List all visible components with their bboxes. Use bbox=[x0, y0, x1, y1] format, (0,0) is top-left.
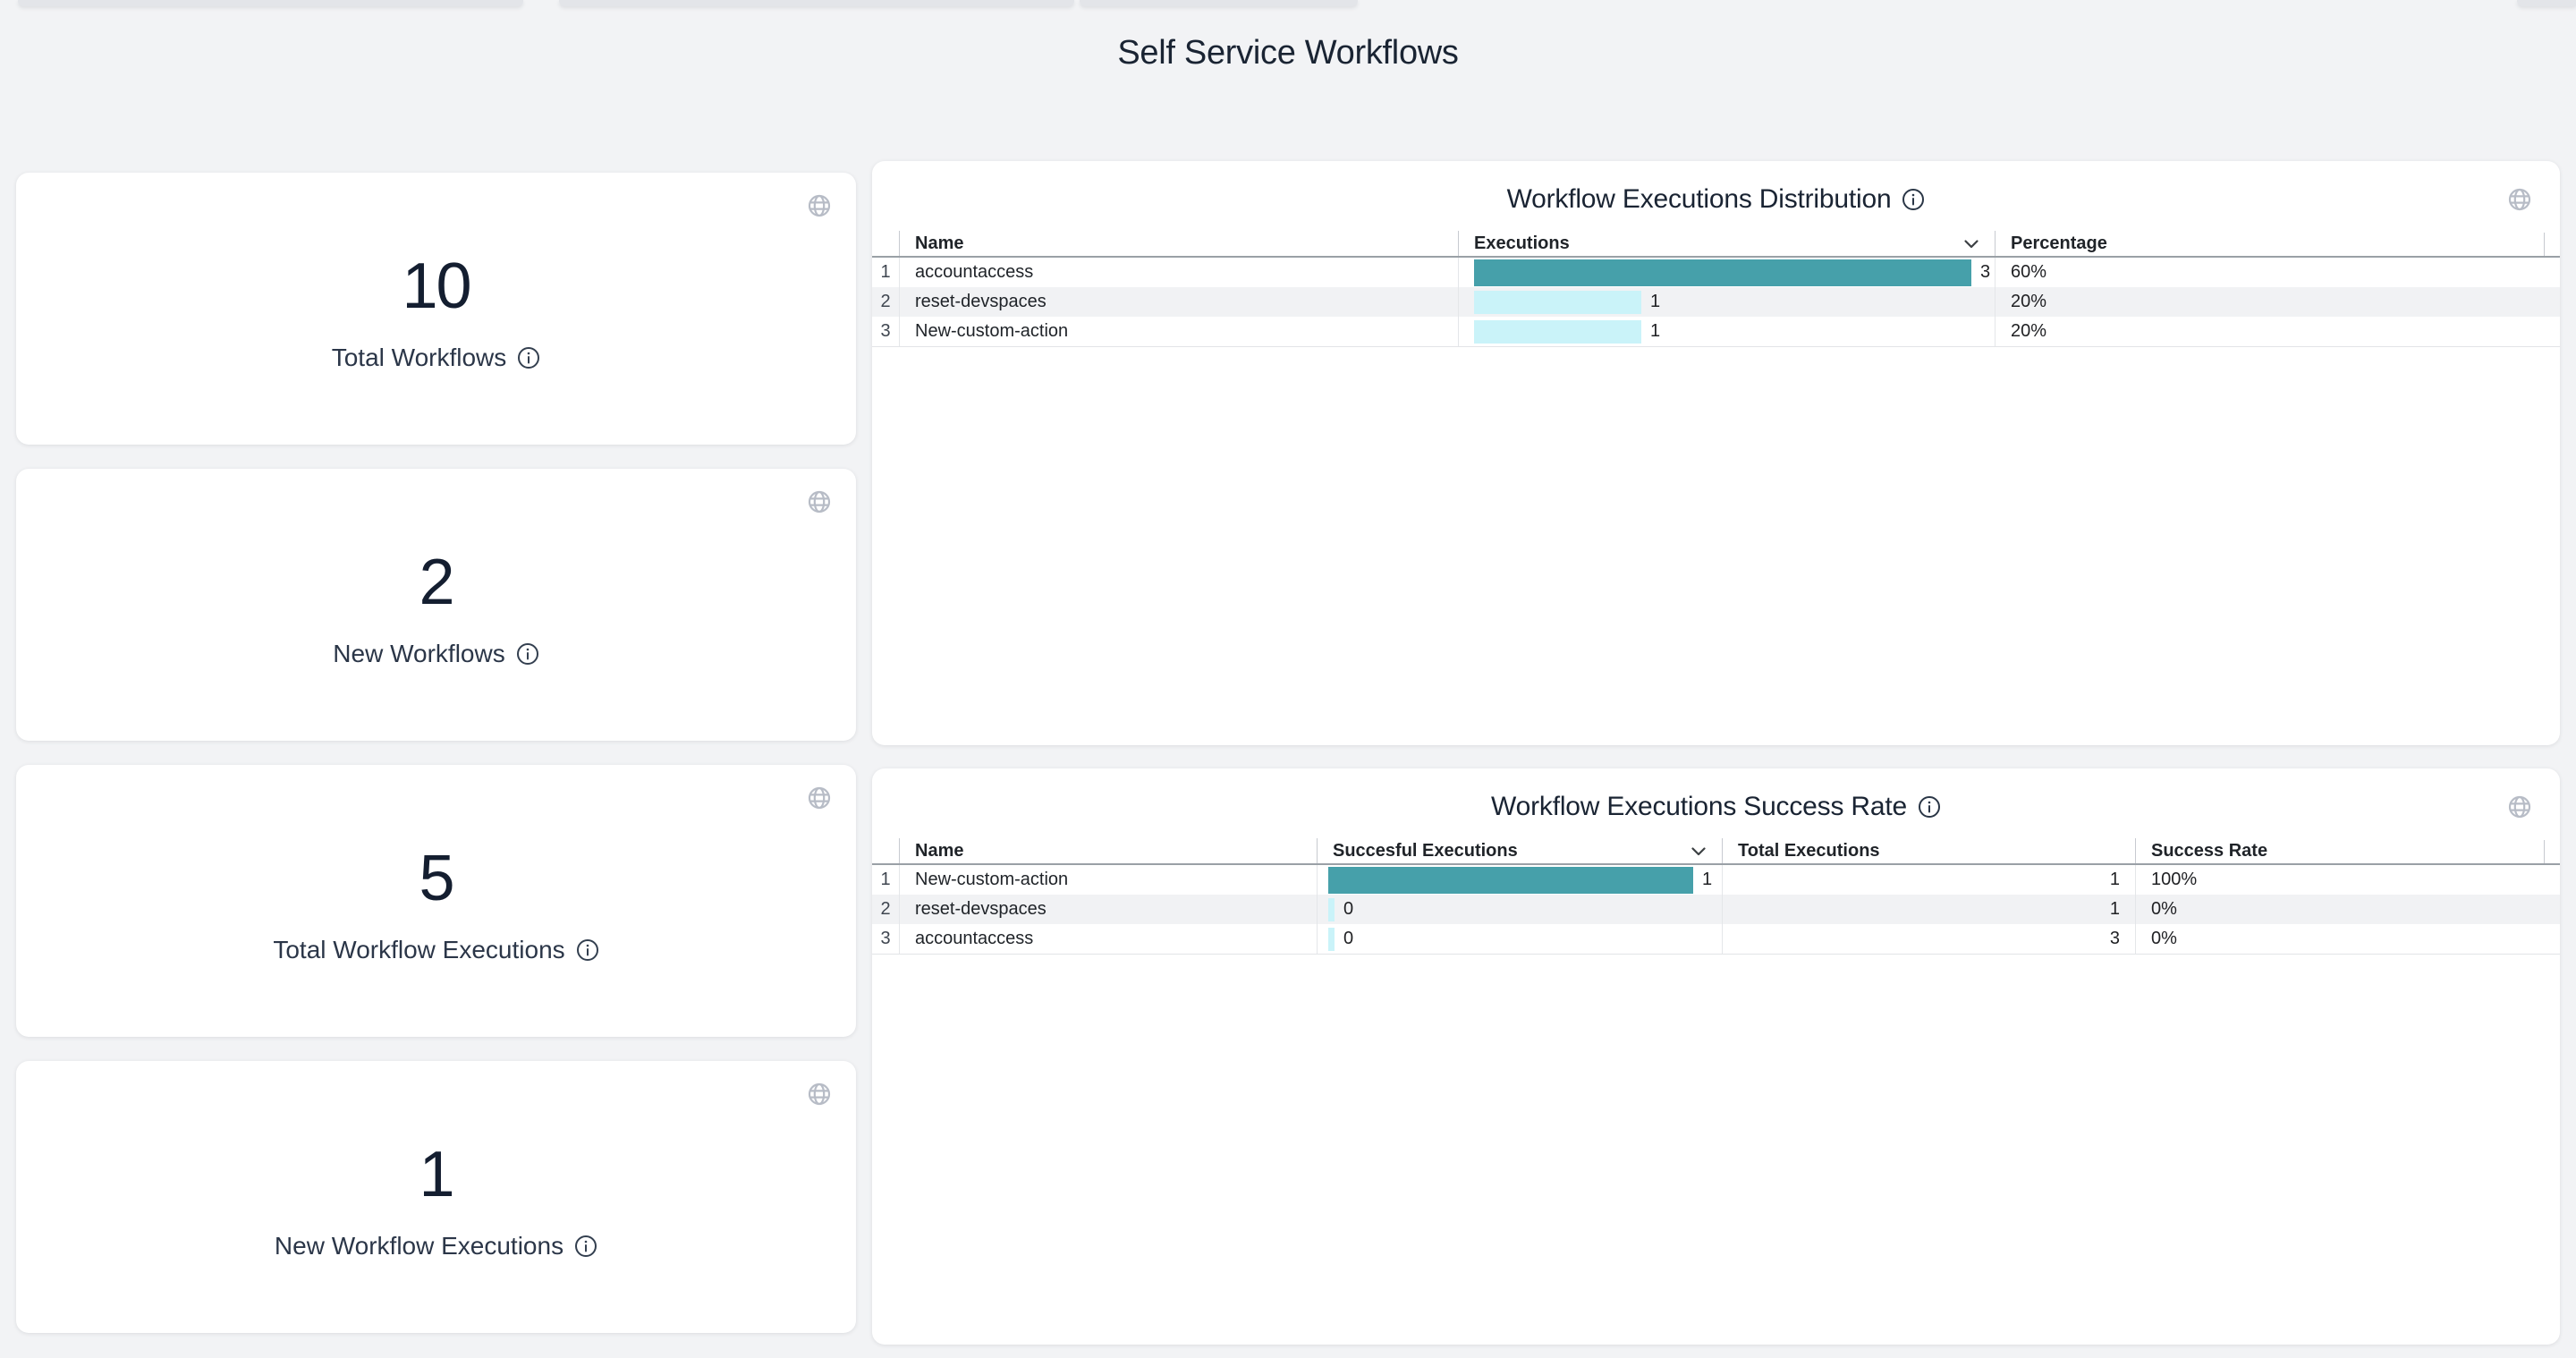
header-successful-executions-sort[interactable]: Succesful Executions bbox=[1317, 838, 1722, 863]
globe-icon[interactable] bbox=[806, 785, 833, 811]
globe-icon[interactable] bbox=[806, 488, 833, 515]
header-name: Name bbox=[899, 838, 1317, 863]
globe-icon[interactable] bbox=[806, 192, 833, 219]
row-name: New-custom-action bbox=[899, 317, 1458, 346]
row-name: accountaccess bbox=[899, 924, 1317, 954]
header-total-executions: Total Executions bbox=[1722, 838, 2135, 863]
row-name: reset-devspaces bbox=[899, 287, 1458, 317]
stat-label: Total Workflows bbox=[331, 344, 507, 371]
execution-bar bbox=[1474, 290, 1641, 314]
row-success-rate: 100% bbox=[2135, 865, 2560, 895]
stat-label: New Workflows bbox=[333, 640, 505, 667]
row-total-executions: 3 bbox=[1722, 924, 2135, 954]
table-row: 1 New-custom-action 1 1 100% bbox=[872, 865, 2560, 895]
info-icon[interactable] bbox=[517, 346, 540, 369]
row-name: reset-devspaces bbox=[899, 895, 1317, 924]
stat-value: 1 bbox=[419, 1139, 454, 1210]
row-name: accountaccess bbox=[899, 258, 1458, 287]
row-percentage: 20% bbox=[1995, 287, 2560, 317]
top-cutoff-card-1 bbox=[18, 0, 523, 6]
top-cutoff-card-4 bbox=[2517, 0, 2576, 6]
row-success-rate: 0% bbox=[2135, 895, 2560, 924]
stat-card-total-workflows: 10 Total Workflows bbox=[16, 173, 856, 445]
header-percentage: Percentage bbox=[1995, 231, 2560, 256]
stat-value: 5 bbox=[419, 843, 454, 914]
table-row: 2 reset-devspaces 1 20% bbox=[872, 287, 2560, 317]
execution-bar bbox=[1474, 319, 1641, 344]
table-row: 3 accountaccess 0 3 0% bbox=[872, 924, 2560, 954]
top-cutoff-card-2 bbox=[559, 0, 1074, 6]
success-bar bbox=[1328, 866, 1693, 894]
stat-label: Total Workflow Executions bbox=[273, 936, 565, 963]
stat-label: New Workflow Executions bbox=[274, 1232, 564, 1260]
stat-card-new-workflow-executions: 1 New Workflow Executions bbox=[16, 1061, 856, 1333]
panels-column: Workflow Executions Distribution Name Ex… bbox=[872, 161, 2560, 1345]
info-icon[interactable] bbox=[574, 1235, 597, 1258]
distribution-table: Name Executions Percentage 1 accountacce… bbox=[872, 231, 2560, 347]
execution-bar bbox=[1474, 259, 1971, 286]
stat-card-new-workflows: 2 New Workflows bbox=[16, 469, 856, 741]
stat-value: 2 bbox=[419, 547, 454, 618]
bar-value: 0 bbox=[1343, 929, 1354, 948]
row-total-executions: 1 bbox=[1722, 865, 2135, 895]
info-icon[interactable] bbox=[516, 642, 539, 666]
panel-executions-distribution: Workflow Executions Distribution Name Ex… bbox=[872, 161, 2560, 745]
bar-value: 1 bbox=[1702, 870, 1713, 889]
chevron-down-icon bbox=[1688, 840, 1709, 861]
row-total-executions: 1 bbox=[1722, 895, 2135, 924]
row-percentage: 20% bbox=[1995, 317, 2560, 346]
bar-value: 1 bbox=[1650, 292, 1661, 311]
panel-executions-success-rate: Workflow Executions Success Rate Name Su… bbox=[872, 768, 2560, 1345]
globe-icon[interactable] bbox=[806, 1081, 833, 1108]
stats-column: 10 Total Workflows 2 New Workflows bbox=[16, 173, 856, 1357]
success-bar bbox=[1328, 897, 1335, 921]
header-name: Name bbox=[899, 231, 1458, 256]
globe-icon[interactable] bbox=[2506, 794, 2533, 820]
table-header-row: Name Executions Percentage bbox=[872, 231, 2560, 258]
table-row: 3 New-custom-action 1 20% bbox=[872, 317, 2560, 346]
stat-value: 10 bbox=[402, 250, 471, 322]
globe-icon[interactable] bbox=[2506, 186, 2533, 213]
info-icon[interactable] bbox=[576, 938, 599, 962]
panel-title: Workflow Executions Success Rate bbox=[1491, 792, 1907, 821]
row-percentage: 60% bbox=[1995, 258, 2560, 287]
header-executions-sort[interactable]: Executions bbox=[1458, 231, 1995, 256]
header-success-rate: Success Rate bbox=[2135, 838, 2560, 863]
bar-value: 0 bbox=[1343, 899, 1354, 919]
page-title: Self Service Workflows bbox=[1117, 34, 1459, 72]
success-rate-table: Name Succesful Executions Total Executio… bbox=[872, 838, 2560, 955]
top-cutoff-card-3 bbox=[1080, 0, 1358, 6]
header-index bbox=[872, 838, 899, 863]
bar-value: 3 bbox=[1980, 262, 1991, 282]
table-header-row: Name Succesful Executions Total Executio… bbox=[872, 838, 2560, 865]
stat-card-total-workflow-executions: 5 Total Workflow Executions bbox=[16, 765, 856, 1037]
bar-value: 1 bbox=[1650, 321, 1661, 341]
row-name: New-custom-action bbox=[899, 865, 1317, 895]
row-success-rate: 0% bbox=[2135, 924, 2560, 954]
success-bar bbox=[1328, 927, 1335, 951]
table-row: 1 accountaccess 3 60% bbox=[872, 258, 2560, 287]
chevron-down-icon bbox=[1961, 233, 1982, 254]
panel-title: Workflow Executions Distribution bbox=[1506, 184, 1892, 214]
header-index bbox=[872, 231, 899, 256]
table-row: 2 reset-devspaces 0 1 0% bbox=[872, 895, 2560, 924]
info-icon[interactable] bbox=[1902, 188, 1925, 211]
info-icon[interactable] bbox=[1918, 795, 1941, 819]
